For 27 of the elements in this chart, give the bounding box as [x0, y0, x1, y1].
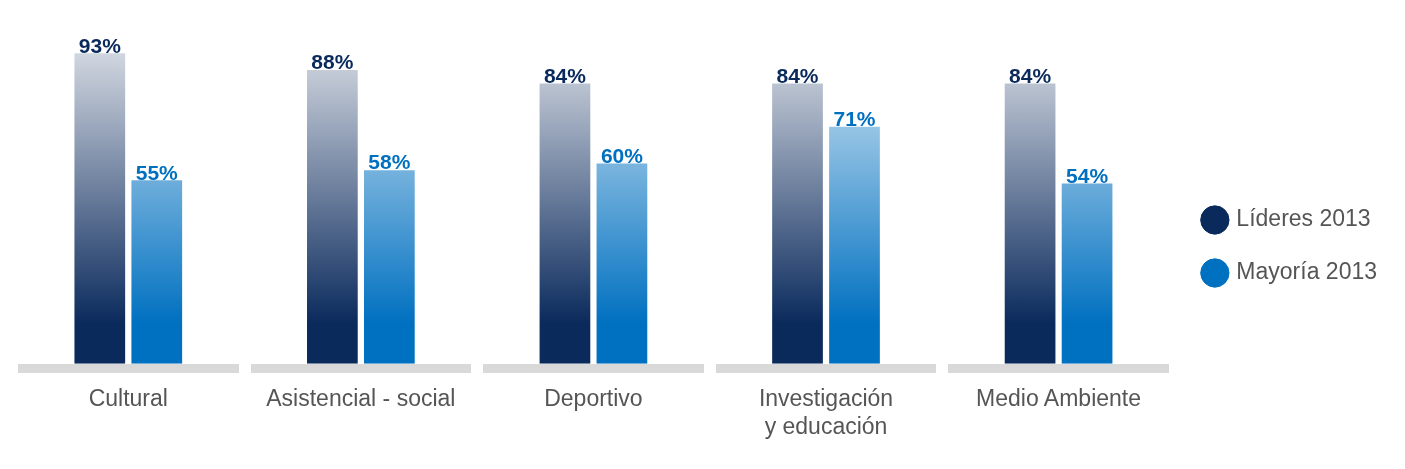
x-tick-label: Deportivo — [544, 384, 643, 411]
bar — [131, 180, 183, 364]
bar — [1004, 83, 1056, 364]
bar — [74, 53, 126, 364]
bar — [539, 83, 591, 364]
data-label: 84% — [776, 63, 819, 87]
data-label: 60% — [600, 143, 644, 167]
bar — [829, 126, 880, 364]
x-tick-label: Asistencial - social — [266, 384, 456, 411]
data-label: 71% — [833, 107, 876, 131]
bar — [307, 70, 358, 364]
bar — [772, 83, 823, 364]
data-label: 93% — [78, 33, 122, 57]
x-tick-label: Investigación y educación — [758, 384, 894, 439]
x-tick-label: Medio Ambiente — [976, 384, 1142, 411]
legend-label: Mayoría 2013 — [1236, 258, 1377, 285]
data-label: 54% — [1066, 163, 1109, 187]
legend-label: Líderes 2013 — [1236, 205, 1371, 232]
data-label: 84% — [543, 63, 587, 87]
bar — [363, 170, 415, 364]
x-tick-label: Cultural — [88, 384, 168, 411]
bar — [596, 163, 648, 364]
data-label: 88% — [311, 50, 354, 74]
data-label: 55% — [135, 160, 179, 184]
bar — [1061, 183, 1113, 364]
data-label: 58% — [368, 150, 411, 174]
data-label: 84% — [1009, 63, 1052, 87]
